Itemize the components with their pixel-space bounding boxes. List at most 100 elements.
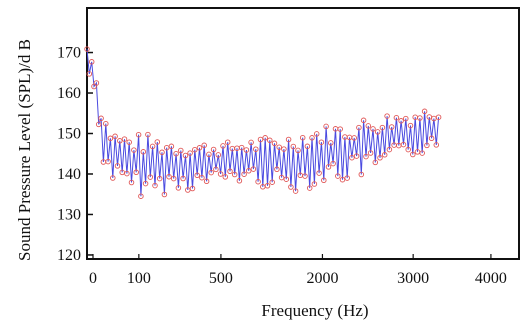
series-layer [84,46,442,199]
spl-data-point [105,158,111,165]
spl-data-point [330,160,336,167]
spl-data-point [435,114,442,120]
spl-data-point [236,178,243,184]
spl-data-point [163,144,170,151]
spl-data-point [290,143,297,150]
spl-data-point [255,178,261,185]
spl-data-point [121,136,128,142]
spl-data-point [203,178,210,185]
spl-data-point [295,147,301,154]
x-tick-label: 2000 [306,270,338,287]
spl-data-point [152,182,158,189]
spl-data-point [149,143,156,150]
spl-data-point [264,183,271,189]
spl-data-point [215,152,222,158]
spl-data-point [311,181,318,187]
spl-data-point [107,135,114,142]
spl-data-point [367,150,374,156]
spl-data-point [213,166,219,173]
spl-data-point [189,185,196,192]
spl-data-point [313,131,320,137]
spl-data-point [138,193,144,199]
spl-data-point [405,146,411,153]
spl-data-point [424,142,430,149]
spl-data-point [262,135,268,141]
spl-data-point [428,135,435,142]
spl-data-point [95,121,102,128]
spl-data-point [323,123,329,130]
spl-data-point [419,150,425,156]
spl-data-point [88,59,95,65]
y-tick-label: 160 [57,85,81,102]
spl-data-point [339,176,346,183]
spl-data-point [278,174,285,181]
spl-data-point [185,187,191,193]
spl-data-point [156,175,163,182]
spl-data-point [281,146,287,152]
spl-data-point [133,169,139,176]
spl-data-point [250,166,257,172]
spl-data-point [321,177,327,184]
spl-data-point [178,147,184,154]
spl-data-point [173,150,179,157]
spl-data-point [374,129,381,135]
spl-data-point [222,174,229,180]
spl-data-point [363,153,369,160]
spl-data-point [166,173,172,180]
spl-data-point [407,122,414,129]
spl-data-point [403,115,409,122]
spl-data-point [210,146,217,153]
x-axis-ticks: 0 100 500 2000 3000 4000 [89,254,507,287]
spl-data-point [400,141,407,148]
spl-data-point [110,175,116,181]
spl-data-point [410,151,416,158]
spl-data-point [199,174,205,181]
spl-data-point [433,142,440,148]
spl-data-point [147,174,154,180]
x-tick-label: 0 [89,270,97,287]
spl-data-point [360,117,367,124]
spl-data-point [187,150,193,156]
spl-data-point [304,143,311,150]
spl-data-point [257,136,264,143]
spl-data-point [379,124,386,131]
spl-data-point [292,188,299,194]
spl-data-point [142,180,149,187]
spl-data-point [276,144,282,150]
x-tick-label: 500 [209,270,233,287]
spl-data-point [243,147,250,153]
y-tick-label: 170 [57,45,81,62]
spl-data-point [182,152,189,159]
spl-data-point [271,140,278,147]
spl-data-point [417,115,423,121]
spl-data-point [393,114,400,121]
y-tick-label: 120 [57,247,81,264]
spl-data-point [135,131,142,138]
spl-data-point [299,134,306,141]
spl-data-point [140,149,147,155]
spl-data-point [335,173,341,179]
spl-data-point [103,120,109,127]
spl-data-point [159,149,165,156]
spl-data-point [267,137,273,144]
spl-data-point [245,168,252,174]
spl-data-point [175,185,182,191]
spl-data-point [196,145,203,151]
spl-data-point [318,139,325,145]
spl-data-point [302,173,308,179]
spl-data-point [316,170,322,176]
spl-data-point [353,153,360,159]
spl-data-point [117,138,123,144]
spl-data-point [372,159,379,166]
plot-frame [86,7,520,260]
spl-data-point [337,126,343,132]
spl-data-point [344,175,350,181]
spl-data-point [274,166,280,173]
spl-data-point [398,118,404,124]
spl-data-point [168,143,175,150]
spl-data-point [309,135,315,141]
spl-data-point [145,131,151,138]
spl-data-point [325,164,332,170]
spl-data-point [358,171,365,178]
